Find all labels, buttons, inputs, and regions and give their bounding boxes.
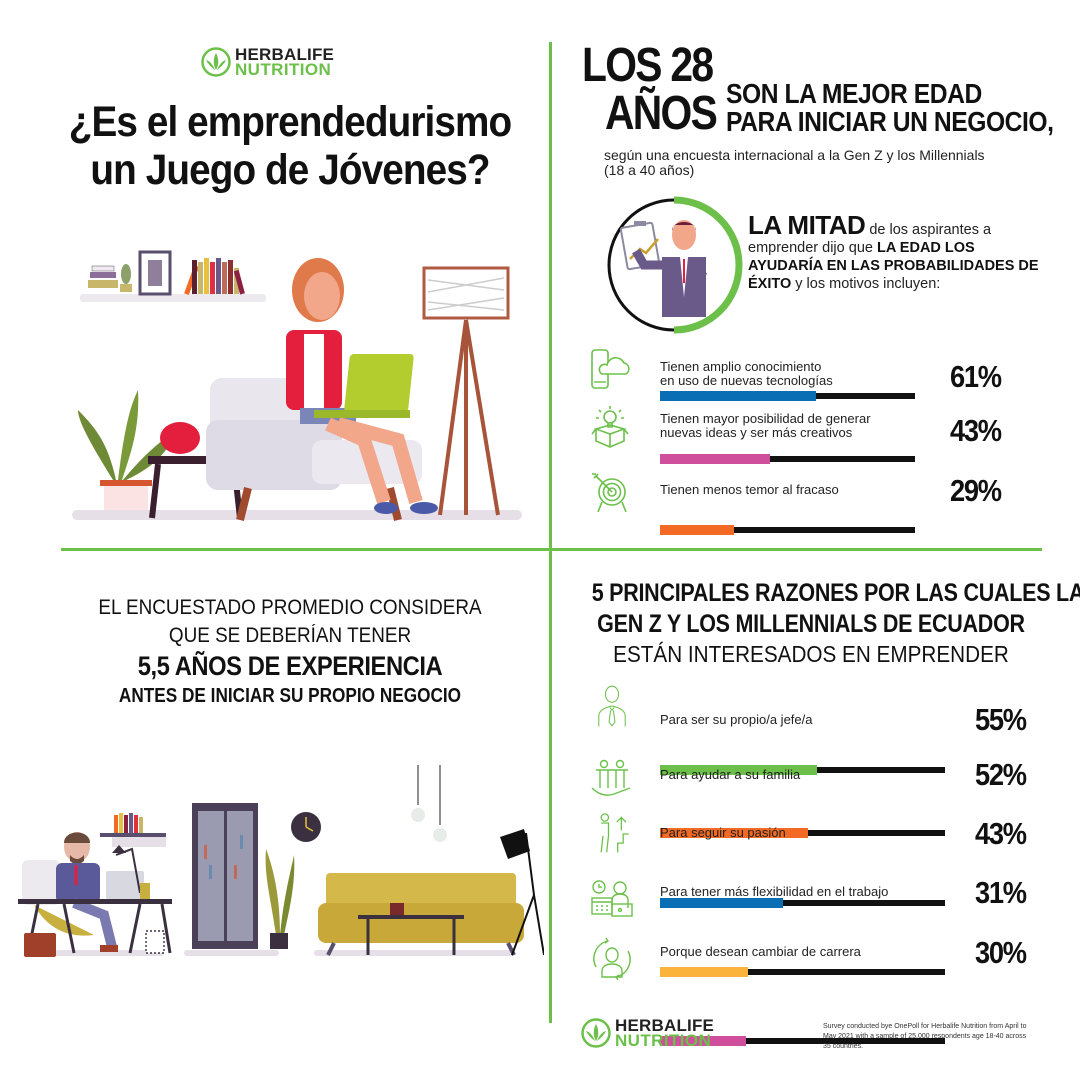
reasons-title: 5 PRINCIPALES RAZONES POR LAS CUALES LA … bbox=[556, 578, 1080, 668]
reason-bar bbox=[660, 828, 945, 838]
reason-bar bbox=[660, 898, 945, 908]
motive-percent: 43% bbox=[950, 413, 1002, 448]
herbalife-logo-footer: HERBALIFE NUTRITION bbox=[581, 1016, 715, 1051]
experience-statement: EL ENCUESTADO PROMEDIO CONSIDERA QUE SE … bbox=[40, 594, 540, 710]
reason-label: Para seguir su pasión bbox=[660, 825, 786, 840]
bar-track bbox=[660, 900, 945, 906]
reason-bar bbox=[660, 1036, 945, 1046]
bar-fill bbox=[660, 391, 816, 401]
herbalife-leaf-icon bbox=[581, 1018, 611, 1049]
experience-highlight: 5,5 AÑOS DE EXPERIENCIA bbox=[137, 651, 443, 681]
calendar-clock-person-icon bbox=[591, 880, 633, 917]
reason-label: Porque desean cambiar de carrera bbox=[660, 944, 861, 959]
horizontal-divider bbox=[61, 548, 1042, 551]
reasons-title-line-3: ESTÁN INTERESADOS EN EMPRENDER bbox=[613, 641, 1009, 667]
survey-subtitle: según una encuesta internacional a la Ge… bbox=[604, 148, 1064, 178]
motive-label: Tienen amplio conocimiento en uso de nue… bbox=[660, 360, 833, 388]
reason-percent: 52% bbox=[975, 757, 1027, 792]
reason-label: Para ser su propio/a jefe/a bbox=[660, 712, 813, 727]
experience-line-1: EL ENCUESTADO PROMEDIO CONSIDERA bbox=[98, 596, 482, 619]
phone-cloud-icon bbox=[591, 349, 630, 389]
headline: SON LA MEJOR EDAD PARA INICIAR UN NEGOCI… bbox=[726, 80, 1054, 136]
page-title: ¿Es el emprendedurismo un Juego de Jóven… bbox=[65, 98, 515, 194]
subtitle-line-1: según una encuesta internacional a la Ge… bbox=[604, 147, 985, 163]
mitad-bold-claim: LA EDAD LOS AYUDARÍA EN LAS PROBABILIDAD… bbox=[748, 240, 1039, 292]
headline-line-1: SON LA MEJOR EDAD bbox=[726, 78, 982, 109]
bar-fill bbox=[660, 898, 783, 908]
bar-fill bbox=[660, 967, 749, 977]
mitad-statement: LA MITAD de los aspirantes a emprender d… bbox=[748, 212, 1048, 293]
target-icon bbox=[592, 473, 627, 513]
motive-label: Tienen mayor posibilidad de generar nuev… bbox=[660, 412, 871, 440]
logo-nutrition-text: NUTRITION bbox=[235, 60, 332, 80]
motive-label: Tienen menos temor al fracaso bbox=[660, 483, 839, 497]
motive-label-line: nuevas ideas y ser más creativos bbox=[660, 425, 853, 440]
motive-label-line: Tienen menos temor al fracaso bbox=[660, 482, 839, 497]
bar-track bbox=[660, 969, 945, 975]
reason-bar bbox=[660, 967, 945, 977]
vertical-divider bbox=[549, 42, 552, 1023]
herbalife-leaf-icon bbox=[201, 47, 231, 78]
businessman-circle-illustration bbox=[607, 196, 743, 334]
office-illustration bbox=[18, 765, 544, 957]
headline-line-2: PARA INICIAR UN NEGOCIO, bbox=[726, 106, 1054, 137]
experience-line-4: ANTES DE INICIAR SU PROPIO NEGOCIO bbox=[118, 685, 462, 707]
age-big-line-2: AÑOS bbox=[605, 87, 718, 140]
reason-percent: 31% bbox=[975, 875, 1027, 910]
reasons-title-line-1: 5 PRINCIPALES RAZONES POR LAS CUALES LA bbox=[591, 579, 1080, 607]
logo-herbalife-text: HERBALIFE bbox=[235, 45, 335, 64]
experience-line-2: QUE SE DEBERÍAN TENER bbox=[168, 624, 412, 647]
logo-nutrition-text: NUTRITION bbox=[615, 1031, 712, 1051]
herbalife-logo-top: HERBALIFE NUTRITION bbox=[201, 45, 335, 80]
motive-bar bbox=[660, 454, 915, 464]
survey-footnote: Survey conducted bye OnePoll for Herbali… bbox=[823, 1023, 1027, 1050]
mitad-text-2: y los motivos incluyen: bbox=[791, 276, 941, 292]
bar-fill bbox=[660, 1036, 746, 1046]
motive-label-line: Tienen amplio conocimiento bbox=[660, 359, 822, 374]
reason-percent: 43% bbox=[975, 816, 1027, 851]
motive-label-line: en uso de nuevas tecnologías bbox=[660, 373, 833, 388]
bar-fill bbox=[660, 828, 809, 838]
reason-percent: 30% bbox=[975, 935, 1027, 970]
mitad-bold: LA MITAD bbox=[748, 210, 866, 240]
reason-percent: 55% bbox=[975, 702, 1027, 737]
bar-track bbox=[660, 1038, 945, 1044]
logo-herbalife-text: HERBALIFE bbox=[615, 1016, 715, 1035]
subtitle-line-2: (18 a 40 años) bbox=[604, 162, 695, 178]
reason-label: Para ayudar a su familia bbox=[660, 767, 801, 782]
title-line-2: un Juego de Jóvenes? bbox=[90, 146, 490, 194]
motive-bar bbox=[660, 391, 915, 401]
reasons-title-line-2: GEN Z Y LOS MILLENNIALS DE ECUADOR bbox=[597, 610, 1025, 638]
reason-bar bbox=[660, 765, 945, 775]
reason-label: Para tener más flexibilidad en el trabaj… bbox=[660, 884, 889, 899]
motive-percent: 29% bbox=[950, 473, 1002, 508]
person-cycle-icon bbox=[593, 937, 631, 981]
businessman-icon bbox=[598, 685, 626, 727]
bar-track bbox=[660, 527, 915, 533]
lightbulb-box-icon bbox=[591, 406, 629, 448]
family-hand-icon bbox=[591, 759, 631, 796]
motive-bar bbox=[660, 525, 915, 535]
bar-fill bbox=[660, 454, 770, 464]
age-big-line-1: LOS 28 bbox=[582, 39, 714, 92]
mitad-text-1: de los aspirantes a emprender dijo que bbox=[748, 222, 992, 256]
motive-label-line: Tienen mayor posibilidad de generar bbox=[660, 411, 871, 426]
title-line-1: ¿Es el emprendedurismo bbox=[68, 98, 512, 146]
motive-percent: 61% bbox=[950, 359, 1002, 394]
bar-fill bbox=[660, 525, 734, 535]
person-stairs-icon bbox=[600, 813, 629, 853]
bar-track bbox=[660, 456, 915, 462]
woman-laptop-illustration bbox=[72, 250, 522, 521]
bar-fill bbox=[660, 765, 817, 775]
